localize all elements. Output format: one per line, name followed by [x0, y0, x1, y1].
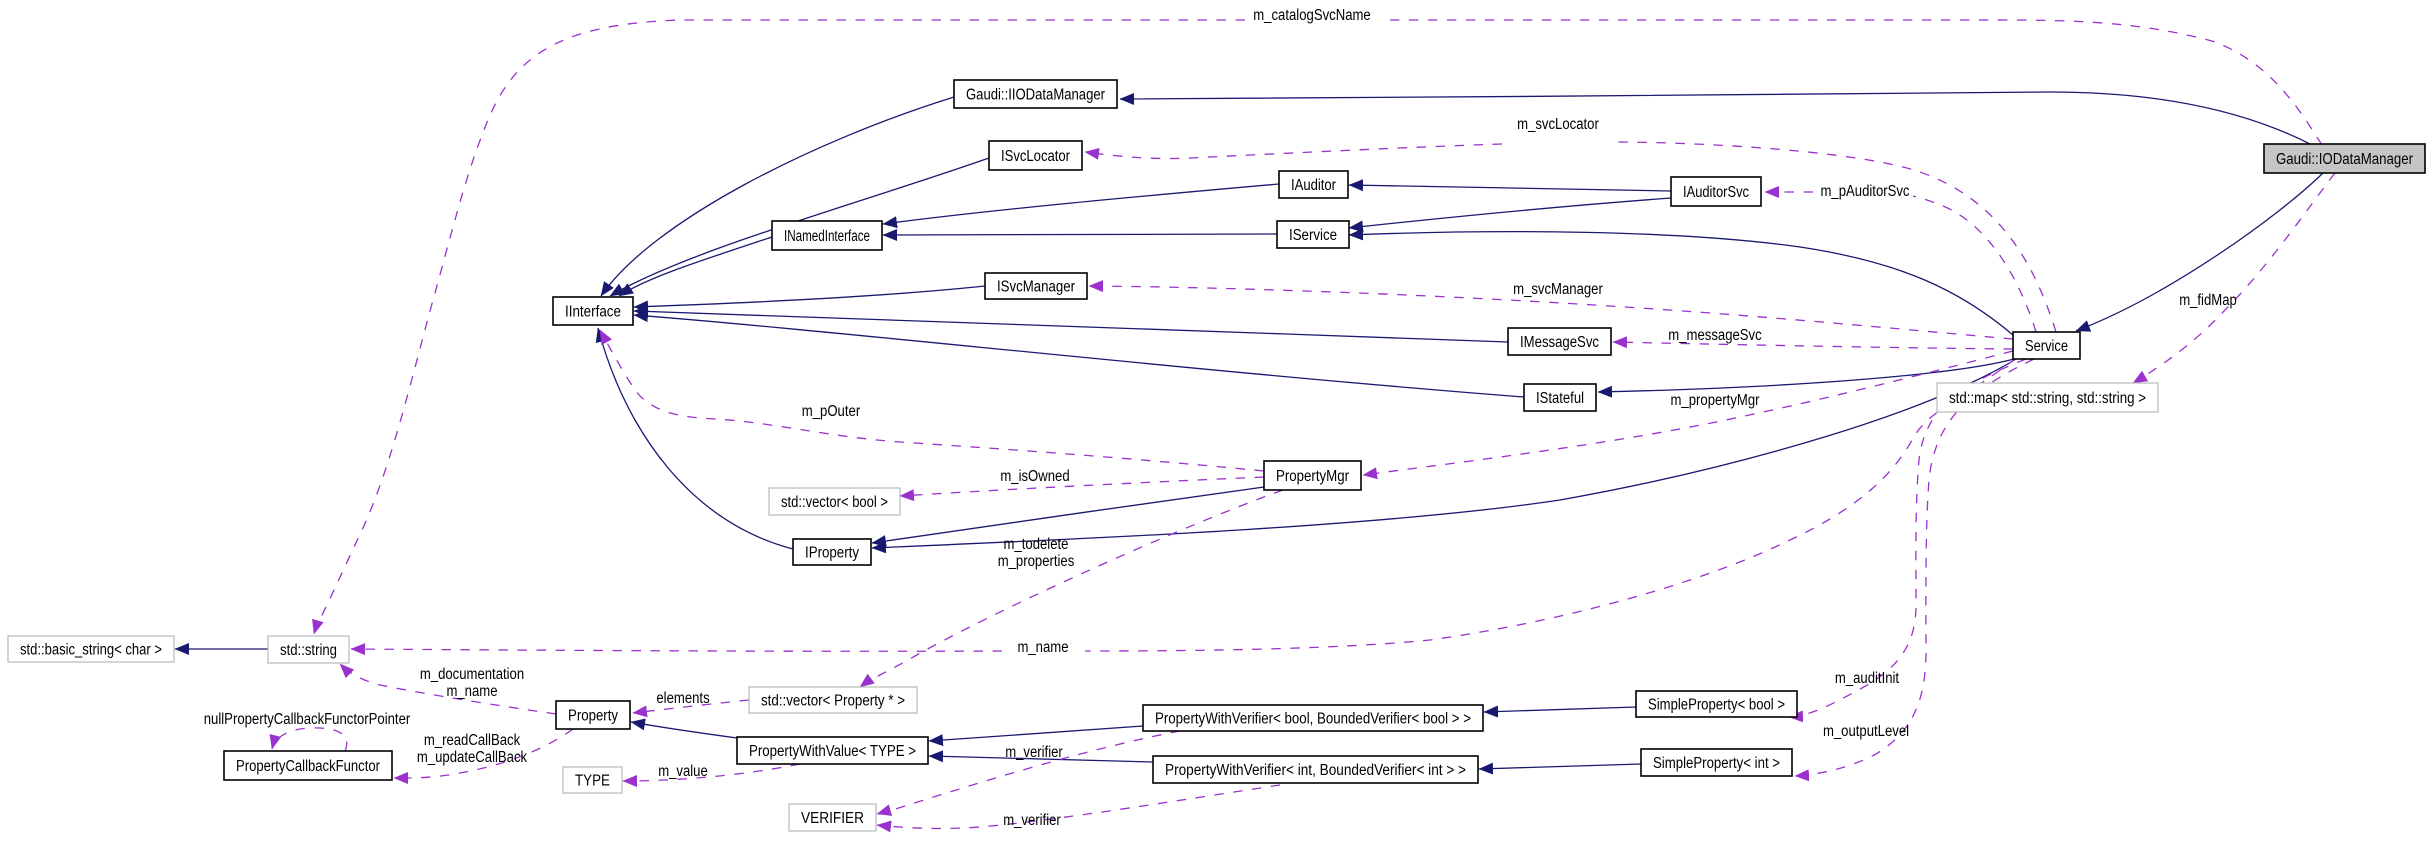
svg-text:m_documentation: m_documentation — [420, 666, 524, 683]
svg-text:m_pOuter: m_pOuter — [802, 403, 860, 420]
svg-text:IAuditor: IAuditor — [1291, 177, 1336, 194]
svg-text:m_catalogSvcName: m_catalogSvcName — [1253, 7, 1371, 24]
svg-text:ISvcManager: ISvcManager — [997, 279, 1075, 296]
svg-text:m_name: m_name — [1017, 639, 1068, 656]
svg-text:Gaudi::IODataManager: Gaudi::IODataManager — [2276, 151, 2413, 168]
svg-text:m_svcManager: m_svcManager — [1513, 281, 1603, 298]
svg-text:m_updateCallBack: m_updateCallBack — [417, 749, 527, 766]
svg-text:PropertyWithVerifier< bool, Bo: PropertyWithVerifier< bool, BoundedVerif… — [1155, 711, 1471, 728]
svg-text:nullPropertyCallbackFunctorPoi: nullPropertyCallbackFunctorPointer — [204, 711, 411, 728]
svg-text:IInterface: IInterface — [565, 304, 621, 321]
svg-text:m_outputLevel: m_outputLevel — [1823, 723, 1909, 740]
svg-text:IMessageSvc: IMessageSvc — [1520, 334, 1599, 351]
svg-text:m_propertyMgr: m_propertyMgr — [1671, 392, 1760, 409]
svg-text:PropertyWithValue< TYPE >: PropertyWithValue< TYPE > — [749, 743, 916, 760]
svg-text:m_name: m_name — [446, 683, 497, 700]
svg-text:Property: Property — [568, 708, 618, 725]
svg-text:Service: Service — [2025, 338, 2068, 355]
svg-text:std::vector< Property * >: std::vector< Property * > — [761, 693, 905, 710]
svg-text:m_readCallBack: m_readCallBack — [424, 732, 521, 749]
svg-text:IAuditorSvc: IAuditorSvc — [1683, 184, 1749, 201]
svg-text:std::map< std::string, std::st: std::map< std::string, std::string > — [1949, 390, 2146, 407]
svg-text:m_verifier: m_verifier — [1003, 812, 1061, 829]
svg-text:INamedInterface: INamedInterface — [784, 228, 870, 245]
svg-text:m_todelete: m_todelete — [1004, 536, 1069, 553]
svg-text:std::basic_string< char >: std::basic_string< char > — [20, 642, 162, 659]
svg-text:m_fidMap: m_fidMap — [2179, 292, 2237, 309]
svg-text:IStateful: IStateful — [1536, 390, 1584, 407]
svg-text:m_messageSvc: m_messageSvc — [1668, 327, 1762, 344]
svg-text:m_properties: m_properties — [998, 553, 1075, 570]
svg-text:m_isOwned: m_isOwned — [1000, 468, 1069, 485]
svg-text:m_value: m_value — [658, 763, 708, 780]
svg-text:Gaudi::IIODataManager: Gaudi::IIODataManager — [966, 87, 1105, 104]
svg-text:VERIFIER: VERIFIER — [801, 810, 864, 827]
svg-text:ISvcLocator: ISvcLocator — [1001, 148, 1070, 165]
svg-text:PropertyMgr: PropertyMgr — [1276, 468, 1349, 485]
svg-text:IProperty: IProperty — [805, 545, 859, 562]
svg-text:PropertyCallbackFunctor: PropertyCallbackFunctor — [236, 758, 380, 775]
svg-text:std::string: std::string — [280, 642, 337, 659]
svg-text:SimpleProperty< int >: SimpleProperty< int > — [1653, 755, 1780, 772]
svg-text:m_svcLocator: m_svcLocator — [1517, 116, 1599, 133]
svg-text:PropertyWithVerifier< int, Bou: PropertyWithVerifier< int, BoundedVerifi… — [1165, 762, 1466, 779]
svg-text:SimpleProperty< bool >: SimpleProperty< bool > — [1648, 697, 1785, 714]
svg-text:std::vector< bool >: std::vector< bool > — [781, 494, 888, 511]
svg-text:elements: elements — [656, 690, 710, 707]
svg-text:m_pAuditorSvc: m_pAuditorSvc — [1821, 183, 1910, 200]
svg-text:m_auditInit: m_auditInit — [1835, 670, 1900, 687]
svg-text:m_verifier: m_verifier — [1005, 744, 1063, 761]
svg-text:IService: IService — [1289, 227, 1337, 244]
svg-text:TYPE: TYPE — [575, 773, 610, 790]
